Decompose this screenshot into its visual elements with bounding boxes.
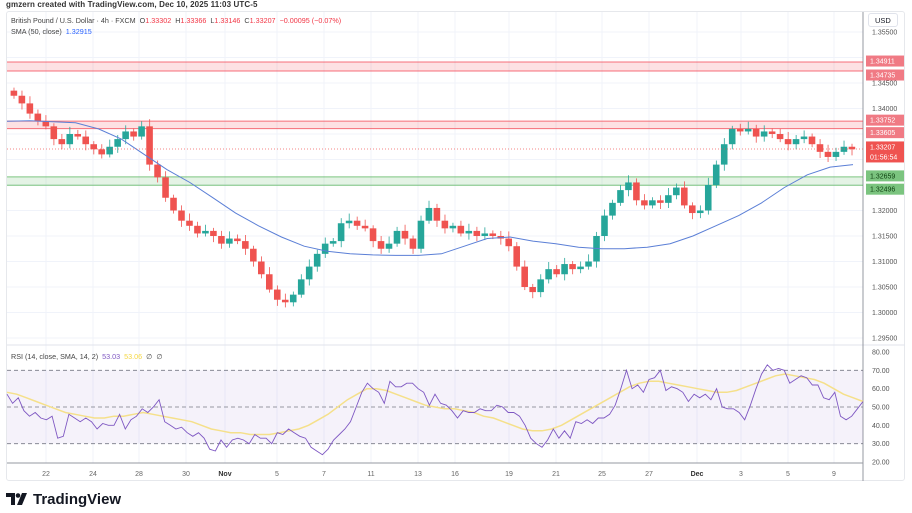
price-tick-label: 1.34000 — [872, 106, 897, 113]
change-value: −0.00095 (−0.07%) — [279, 16, 342, 25]
time-tick-label: 21 — [552, 471, 560, 478]
tradingview-logo[interactable]: TradingView — [6, 491, 121, 508]
time-tick-label: 16 — [451, 471, 459, 478]
zone-support[interactable] — [7, 176, 863, 186]
open-value: 1.33302 — [145, 16, 172, 25]
price-legend: British Pound / U.S. Dollar · 4h · FXCM … — [11, 15, 341, 37]
rsi-tick-label: 40.00 — [872, 423, 890, 430]
rsi-label[interactable]: RSI (14, close, SMA, 14, 2) — [11, 352, 99, 361]
ohlc-line: British Pound / U.S. Dollar · 4h · FXCM … — [11, 16, 342, 25]
rsi-tick-label: 50.00 — [872, 405, 890, 412]
price-badge-support-top — [866, 170, 904, 182]
price-badge-resistance-upper-top — [866, 55, 904, 67]
sma-legend: SMA (50, close) 1.32915 — [11, 26, 341, 37]
price-badge-resistance-upper-bottom — [866, 69, 904, 81]
rsi-tick-label: 80.00 — [872, 350, 890, 357]
rsi-value: 53.03 — [102, 352, 121, 361]
time-tick-label: 25 — [598, 471, 606, 478]
time-tick-label: 13 — [414, 471, 422, 478]
rsi-tick-label: 60.00 — [872, 386, 890, 393]
price-badge-resistance-upper-top-text: 1.34911 — [870, 59, 895, 66]
time-tick-label: 7 — [322, 471, 326, 478]
rsi-tick-label: 70.00 — [872, 368, 890, 375]
price-tick-label: 1.35500 — [872, 30, 897, 37]
time-tick-label: Dec — [691, 471, 704, 478]
high-value: 1.33366 — [180, 16, 207, 25]
rsi-pane[interactable] — [6, 364, 864, 456]
zone-resistance-lower[interactable] — [7, 120, 863, 130]
price-badge-resistance-lower-top-text: 1.33752 — [870, 118, 895, 125]
countdown-badge-text: 01:56:54 — [870, 154, 897, 161]
time-tick-label: 27 — [645, 471, 653, 478]
price-tick-label: 1.29500 — [872, 336, 897, 343]
price-tick-label: 1.32000 — [872, 208, 897, 215]
price-tick-label: 1.31000 — [872, 259, 897, 266]
sma-line[interactable] — [6, 120, 854, 256]
rsi-sma-value: 53.06 — [124, 352, 143, 361]
countdown-badge — [866, 151, 904, 163]
time-tick-label: 22 — [42, 471, 50, 478]
rsi-legend: RSI (14, close, SMA, 14, 2) 53.03 53.06 … — [11, 352, 163, 361]
time-tick-label: 11 — [367, 471, 374, 478]
price-tick-label: 1.30500 — [872, 285, 897, 292]
sma-value: 1.32915 — [65, 27, 92, 36]
sma-label[interactable]: SMA (50, close) — [11, 27, 62, 36]
time-tick-label: Nov — [218, 471, 231, 478]
price-badge-support-bottom — [866, 183, 904, 195]
price-badge-support-bottom-text: 1.32496 — [870, 187, 895, 194]
price-tick-label: 1.34500 — [872, 81, 897, 88]
time-tick-label: 19 — [505, 471, 513, 478]
currency-button[interactable]: USD — [868, 13, 898, 27]
time-tick-label: 5 — [275, 471, 279, 478]
rsi-line[interactable] — [6, 364, 864, 456]
price-tick-label: 1.30000 — [872, 310, 897, 317]
time-tick-label: 3 — [739, 471, 743, 478]
time-tick-label: 28 — [135, 471, 143, 478]
low-value: 1.33146 — [214, 16, 241, 25]
candlesticks[interactable] — [10, 87, 856, 308]
rsi-tick-label: 30.00 — [872, 441, 890, 448]
rsi-sma-line[interactable] — [6, 373, 864, 436]
price-badge-resistance-upper-bottom-text: 1.34735 — [870, 73, 895, 80]
close-value: 1.33207 — [249, 16, 276, 25]
time-tick-label: 9 — [832, 471, 836, 478]
tradingview-logo-icon — [6, 492, 28, 508]
last-price-badge-text: 1.33207 — [870, 144, 895, 151]
rsi-tick-label: 20.00 — [872, 460, 890, 467]
last-price-badge — [866, 141, 904, 153]
price-badge-resistance-lower-bottom — [866, 127, 904, 139]
time-tick-label: 24 — [89, 471, 97, 478]
time-tick-label: 30 — [182, 471, 190, 478]
price-badge-support-top-text: 1.32659 — [870, 173, 895, 180]
time-tick-label: 5 — [786, 471, 790, 478]
price-badge-resistance-lower-bottom-text: 1.33605 — [870, 130, 895, 137]
zone-resistance-upper[interactable] — [7, 61, 863, 72]
price-tick-label: 1.31500 — [872, 234, 897, 241]
tradingview-logo-text: TradingView — [33, 491, 122, 508]
price-badge-resistance-lower-top — [866, 114, 904, 126]
credit-text: gmzern created with TradingView.com, Dec… — [6, 0, 258, 9]
symbol-title[interactable]: British Pound / U.S. Dollar · 4h · FXCM — [11, 16, 136, 25]
